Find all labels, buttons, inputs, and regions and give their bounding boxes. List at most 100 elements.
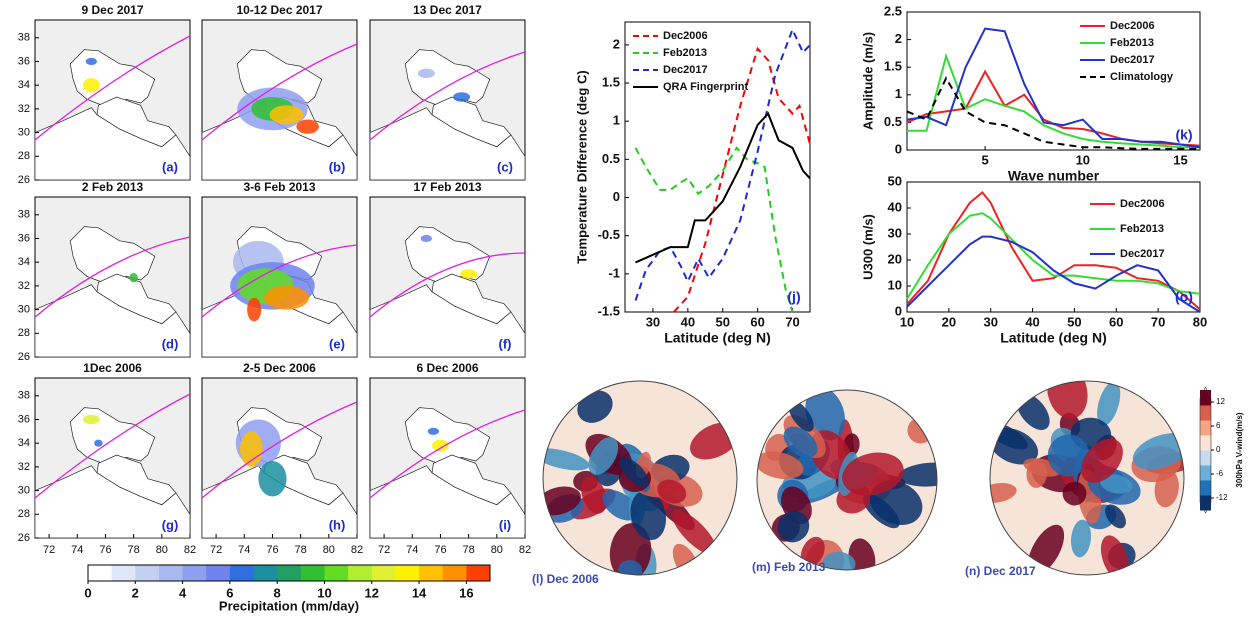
- colorbar-swatch: [1200, 435, 1211, 451]
- precip-area: [432, 439, 449, 452]
- legend-label: Feb2013: [663, 47, 707, 59]
- colorbar-swatch: [111, 565, 136, 581]
- x-axis-label: Latitude (deg N): [664, 330, 771, 346]
- x-tick-label: 82: [351, 544, 363, 556]
- x-tick-label: 78: [463, 544, 475, 556]
- y-tick-label: 32: [18, 461, 30, 473]
- y-tick-label: 0: [613, 189, 620, 204]
- x-tick-label: 50: [1067, 314, 1081, 329]
- y-tick-label: 34: [18, 256, 30, 268]
- contour-line: [34, 35, 191, 141]
- colorbar-swatch: [277, 565, 302, 581]
- colorbar-tick-label: -12: [1216, 493, 1228, 502]
- contour-line: [201, 43, 358, 141]
- map-panel: 2-5 Dec 2006 (h) 72 74 76 78 80 82: [201, 361, 363, 556]
- data-line: [906, 235, 1201, 313]
- state-boundary: [201, 107, 358, 181]
- contour-line: [369, 252, 526, 318]
- plot-area: [906, 181, 1201, 313]
- state-boundary: [404, 49, 491, 106]
- map-panel: 1Dec 2006 (g) 26 28 30 32 34 36 38 72 74 76 78 80 82: [18, 361, 196, 556]
- panel-label: (d): [162, 336, 179, 351]
- colorbar-swatch: [442, 565, 467, 581]
- map-panel: 3-6 Feb 2013 (e): [201, 180, 358, 358]
- x-tick-label: 80: [1193, 314, 1207, 329]
- polar-map: [757, 390, 937, 570]
- y-tick-label: 38: [18, 32, 30, 44]
- panel-label: (c): [497, 159, 513, 174]
- y-tick-label: 10: [888, 277, 902, 292]
- x-axis-label: Latitude (deg N): [1000, 330, 1107, 346]
- y-tick-label: 2.5: [884, 3, 902, 18]
- colorbar-tick-label: 8: [274, 585, 281, 600]
- state-boundary: [34, 284, 191, 358]
- x-tick-label: 72: [378, 544, 390, 556]
- colorbar-swatch: [182, 565, 207, 581]
- colorbar-swatch: [229, 565, 255, 581]
- colorbar-swatch: [466, 565, 491, 581]
- legend-label: Dec2006: [1120, 198, 1165, 210]
- colorbar-frame: [87, 564, 491, 582]
- map-panel: 13 Dec 2017 (c): [369, 3, 526, 181]
- y-tick-label: 28: [18, 508, 30, 520]
- wind-anomaly: [1047, 434, 1090, 477]
- polar-map: [990, 381, 1184, 575]
- wind-anomaly: [619, 457, 649, 487]
- colorbar-swatch: [1200, 420, 1211, 436]
- y-tick-label: 50: [888, 173, 902, 188]
- colorbar-tick-label: 0: [84, 585, 91, 600]
- y-tick-label: 0.5: [602, 151, 620, 166]
- wind-anomaly: [657, 479, 687, 504]
- precip-area: [94, 439, 103, 447]
- wind-anomaly: [602, 490, 638, 521]
- precip-area: [420, 234, 433, 243]
- map-panel: 10-12 Dec 2017 (b): [201, 3, 358, 181]
- y-tick-label: 30: [18, 484, 30, 496]
- y-tick-label: 32: [18, 280, 30, 292]
- wind-anomaly: [1070, 519, 1092, 558]
- colorbar-swatch: [135, 565, 160, 581]
- colorbar-swatch: [419, 565, 444, 581]
- x-tick-label: 82: [184, 544, 196, 556]
- state-boundary: [201, 284, 358, 358]
- wind-anomaly: [990, 483, 1017, 503]
- colorbar-tick-label: 12: [365, 585, 379, 600]
- wind-anomaly: [800, 536, 825, 568]
- state-boundary: [34, 107, 191, 181]
- x-tick-label: 70: [785, 314, 799, 329]
- precip-area: [247, 297, 262, 322]
- y-axis-label: Amplitude (m/s): [860, 32, 875, 130]
- colorbar-swatch: [158, 565, 184, 581]
- colorbar-swatch: [1200, 495, 1211, 511]
- y-tick-label: -1.5: [598, 303, 620, 318]
- y-tick-label: -0.5: [598, 227, 620, 242]
- data-line: [635, 111, 811, 264]
- data-line: [906, 76, 1200, 150]
- x-tick-label: 20: [942, 314, 956, 329]
- legend-label: Feb2013: [1120, 223, 1164, 235]
- y-tick-label: 36: [18, 232, 30, 244]
- y-tick-label: 26: [18, 174, 30, 186]
- y-tick-label: 36: [18, 413, 30, 425]
- x-tick-label: 50: [716, 314, 730, 329]
- colorbar-tick-label: 12: [1216, 397, 1225, 406]
- x-tick-label: 60: [750, 314, 764, 329]
- wind-anomaly: [1099, 474, 1133, 494]
- data-line: [906, 212, 1201, 300]
- map-panel: 6 Dec 2006 (i) 72 74 76 78 80 82: [369, 361, 531, 556]
- wind-anomaly: [1154, 469, 1179, 508]
- x-tick-label: 82: [519, 544, 531, 556]
- y-tick-label: 26: [18, 532, 30, 544]
- wind-anomaly: [618, 560, 643, 575]
- x-tick-label: 15: [1173, 152, 1187, 167]
- x-tick-label: 72: [210, 544, 222, 556]
- colorbar-swatch: [300, 565, 325, 581]
- x-tick-label: 80: [156, 544, 168, 556]
- legend-label: Dec2006: [1110, 20, 1155, 32]
- x-tick-label: 30: [983, 314, 997, 329]
- polar-title: (n) Dec 2017: [965, 564, 1036, 578]
- colorbar-swatch: [1200, 480, 1211, 496]
- precip-area: [85, 57, 98, 66]
- y-tick-label: 0.5: [884, 114, 902, 129]
- x-tick-label: 80: [491, 544, 503, 556]
